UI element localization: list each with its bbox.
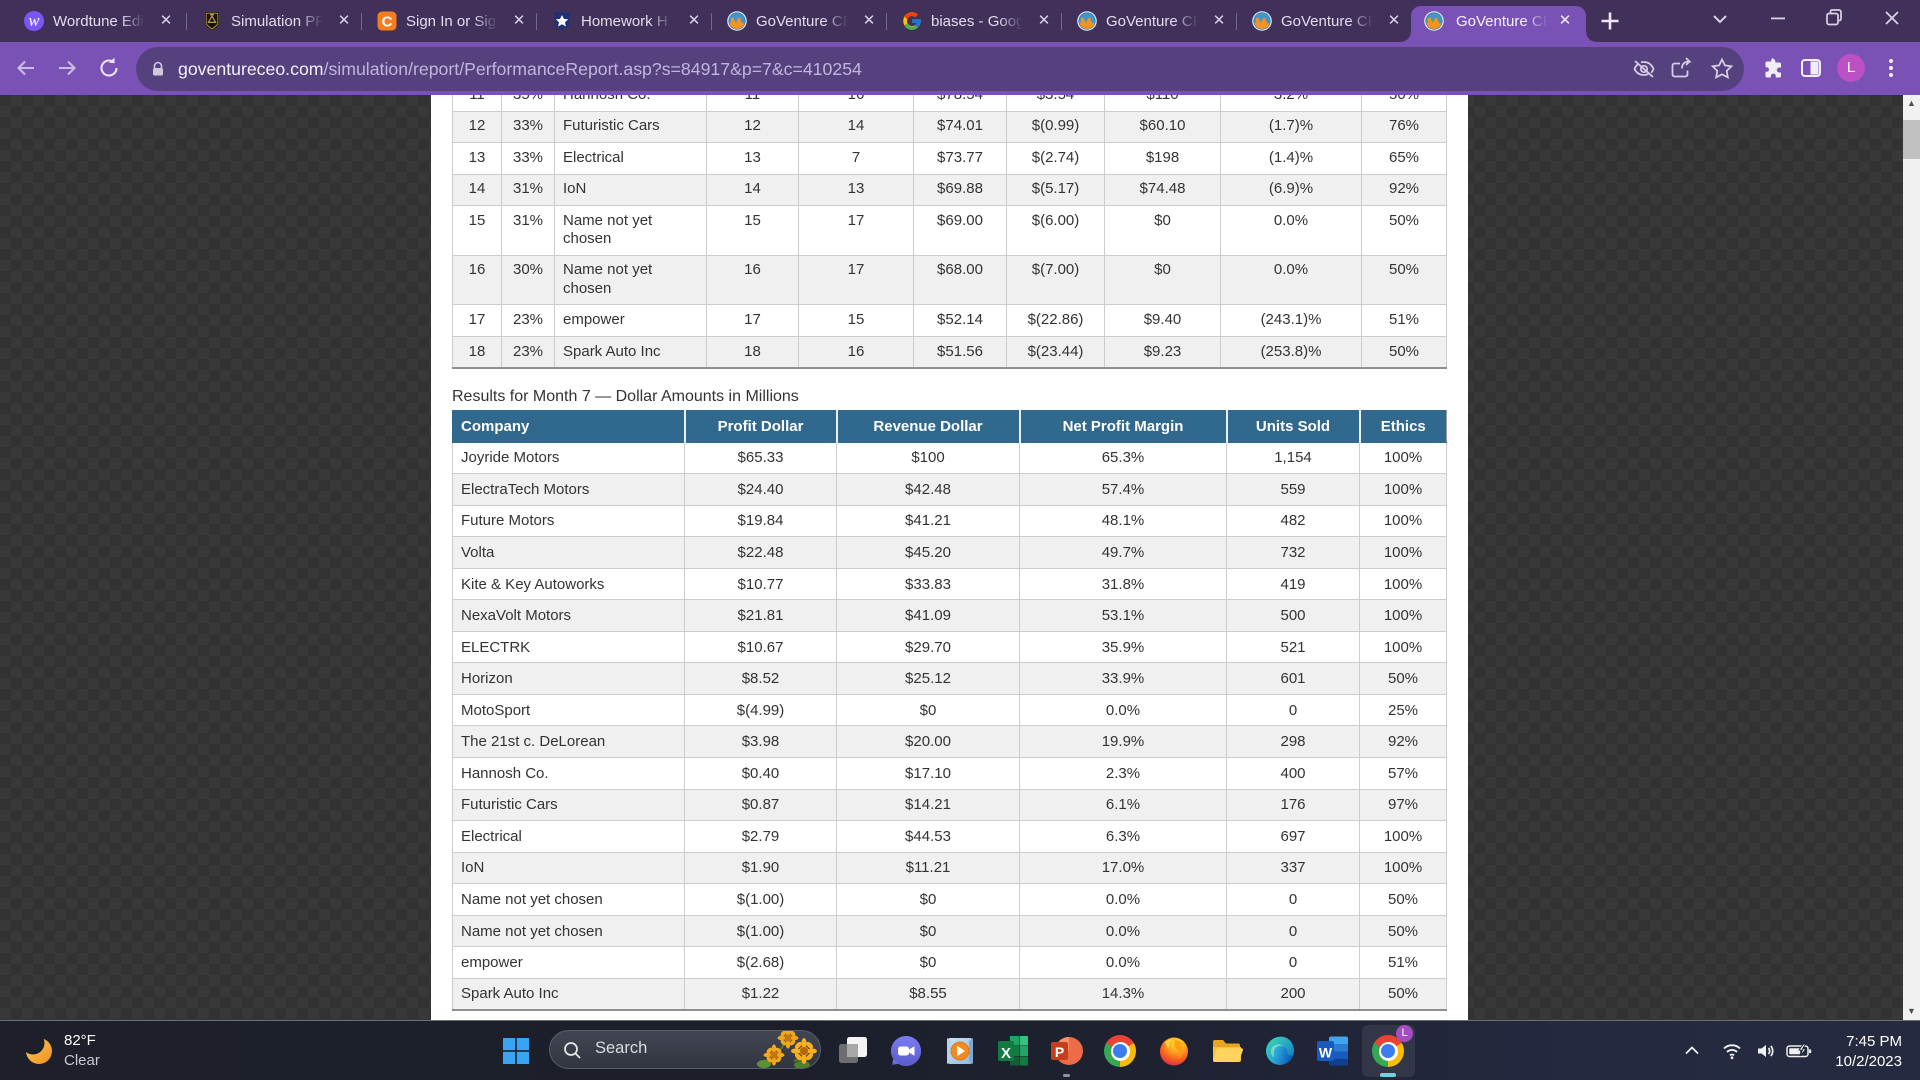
svg-text:P: P (1055, 1044, 1064, 1060)
svg-text:W: W (1319, 1045, 1333, 1061)
svg-text:X: X (1001, 1045, 1011, 1062)
svg-text:C: C (382, 14, 393, 31)
svg-text:w: w (28, 11, 39, 30)
